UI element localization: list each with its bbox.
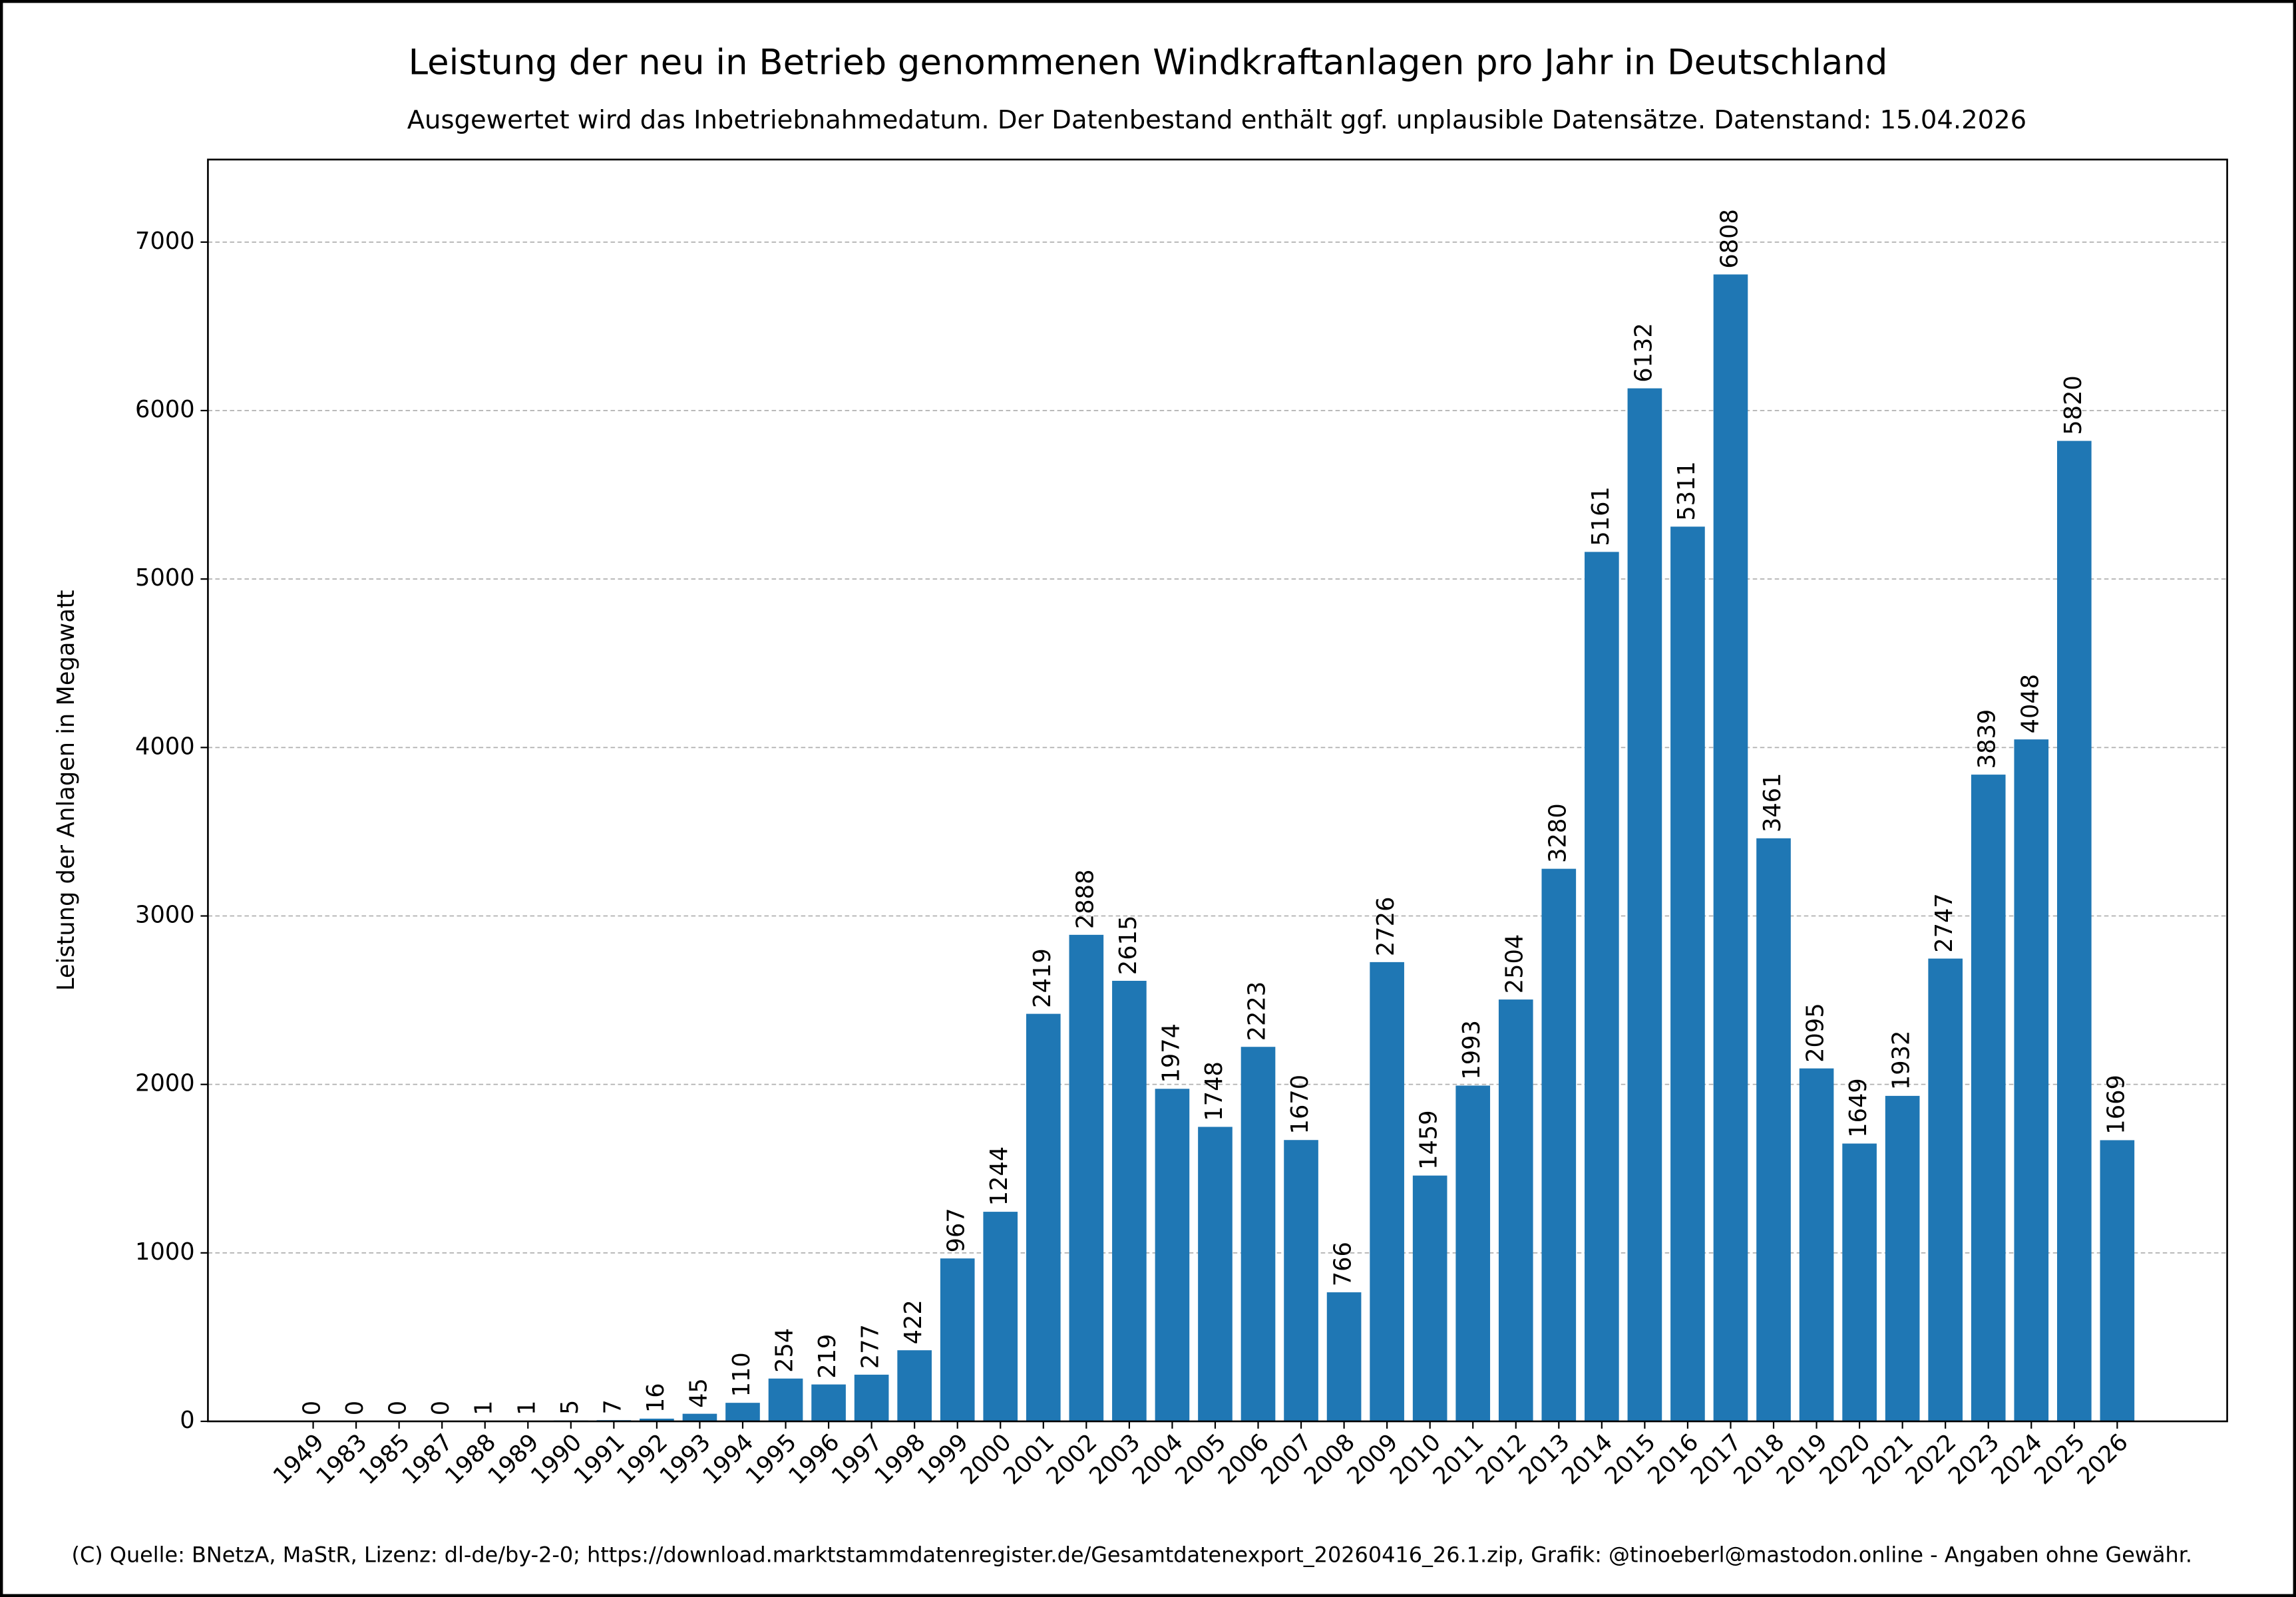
- value-label: 5820: [2060, 375, 2087, 435]
- bar: [1842, 1143, 1877, 1422]
- bar: [1585, 552, 1619, 1422]
- value-label: 277: [857, 1324, 884, 1369]
- value-label: 1669: [2102, 1075, 2130, 1135]
- value-label: 1649: [1845, 1078, 1872, 1138]
- bar: [725, 1403, 760, 1422]
- value-label: 422: [900, 1300, 927, 1344]
- bar: [897, 1350, 932, 1422]
- value-label: 4048: [2016, 674, 2044, 734]
- bar: [1026, 1013, 1061, 1422]
- value-label: 766: [1330, 1242, 1357, 1286]
- bar: [1670, 526, 1705, 1422]
- value-label: 1459: [1416, 1110, 1443, 1170]
- value-label: 5: [556, 1400, 584, 1415]
- value-label: 6808: [1716, 209, 1743, 269]
- y-tick-label: 0: [180, 1407, 194, 1434]
- bar: [1928, 958, 1963, 1422]
- bar: [1112, 980, 1147, 1422]
- y-tick-label: 3000: [135, 902, 195, 929]
- value-label: 2747: [1931, 893, 1958, 953]
- value-label: 219: [814, 1334, 841, 1379]
- y-tick-label: 2000: [135, 1070, 195, 1097]
- value-label: 967: [943, 1208, 970, 1252]
- y-tick-label: 5000: [135, 564, 195, 592]
- value-label: 0: [427, 1401, 455, 1415]
- bar: [1455, 1085, 1491, 1422]
- value-label: 2095: [1802, 1003, 1829, 1063]
- bar: [1198, 1127, 1233, 1422]
- bar: [1326, 1292, 1362, 1422]
- bar: [1498, 999, 1533, 1422]
- bar: [983, 1212, 1018, 1422]
- value-label: 0: [299, 1401, 326, 1415]
- y-tick-label: 7000: [135, 228, 195, 255]
- value-label: 5311: [1673, 461, 1700, 521]
- value-label: 0: [341, 1401, 369, 1415]
- y-tick-label: 6000: [135, 396, 195, 423]
- plot-frame: [207, 158, 2228, 1423]
- bar: [1370, 962, 1404, 1422]
- bar: [1541, 868, 1577, 1422]
- bar: [640, 1418, 674, 1422]
- bar: [1155, 1089, 1190, 1422]
- value-label: 2888: [1071, 870, 1099, 930]
- value-label: 110: [728, 1352, 755, 1397]
- value-label: 2726: [1372, 897, 1400, 957]
- bar: [1885, 1095, 1920, 1422]
- value-label: 16: [642, 1383, 670, 1413]
- value-label: 254: [771, 1328, 799, 1373]
- value-label: 45: [685, 1378, 712, 1408]
- bar: [1284, 1140, 1318, 1422]
- footer: (C) Quelle: BNetzA, MaStR, Lizenz: dl-de…: [72, 1542, 2193, 1567]
- value-label: 1974: [1157, 1023, 1185, 1083]
- bar: [682, 1413, 717, 1422]
- value-label: 2223: [1244, 981, 1271, 1041]
- value-label: 1932: [1888, 1031, 1915, 1091]
- bar: [2014, 739, 2049, 1422]
- value-label: 6132: [1630, 323, 1657, 383]
- value-label: 1670: [1286, 1075, 1314, 1135]
- chart-subtitle: Ausgewertet wird das Inbetriebnahmedatum…: [407, 105, 2026, 135]
- bar: [2056, 441, 2092, 1422]
- value-label: 3461: [1759, 773, 1786, 832]
- value-label: 2419: [1029, 948, 1056, 1008]
- y-tick-label: 4000: [135, 733, 195, 760]
- bar: [1412, 1175, 1447, 1422]
- value-label: 5161: [1587, 486, 1615, 546]
- y-tick-label: 1000: [135, 1238, 195, 1266]
- bar: [1971, 775, 2006, 1422]
- value-label: 1: [471, 1401, 498, 1415]
- value-label: 1993: [1458, 1020, 1485, 1080]
- bar: [1713, 274, 1748, 1422]
- value-label: 7: [599, 1399, 626, 1414]
- bar: [1756, 838, 1791, 1422]
- bar: [1241, 1047, 1276, 1422]
- value-label: 1: [513, 1401, 540, 1415]
- value-label: 3280: [1544, 803, 1571, 863]
- value-label: 0: [385, 1401, 412, 1415]
- chart-title: Leistung der neu in Betrieb genommenen W…: [409, 42, 1888, 83]
- bar: [1627, 388, 1662, 1422]
- bar: [940, 1258, 975, 1422]
- bar: [2100, 1140, 2135, 1422]
- y-axis-label: Leistung der Anlagen in Megawatt: [53, 590, 80, 991]
- bar: [811, 1384, 846, 1422]
- value-label: 3839: [1974, 709, 2001, 769]
- bar: [1799, 1068, 1834, 1422]
- value-label: 2615: [1115, 916, 1142, 976]
- bar: [854, 1374, 889, 1422]
- bar: [1069, 934, 1104, 1422]
- value-label: 1748: [1201, 1061, 1228, 1121]
- value-label: 2504: [1501, 934, 1529, 994]
- value-label: 1244: [986, 1147, 1013, 1206]
- bar: [768, 1378, 803, 1422]
